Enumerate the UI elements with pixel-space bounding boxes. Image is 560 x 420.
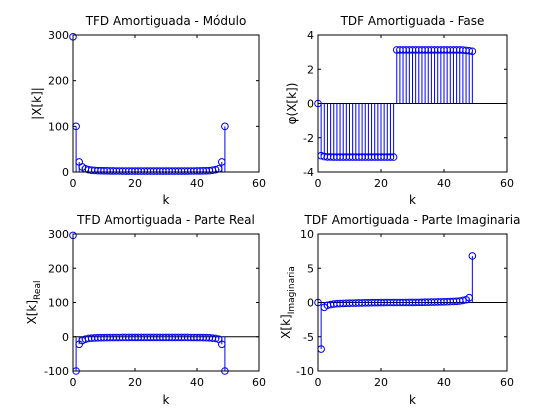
y-tick-label: 5: [307, 262, 314, 275]
y-tick-label: -100: [44, 365, 69, 378]
x-tick-label: 20: [128, 177, 142, 190]
x-tick-label: 0: [315, 376, 322, 389]
x-tick-label: 20: [128, 376, 142, 389]
y-axis-label: φ(X[k]): [285, 83, 299, 125]
stem-marker: [465, 46, 474, 55]
plot-area: [73, 35, 259, 172]
axes-frame: [317, 233, 508, 372]
chart-title: TDF Amortiguada - Parte Imaginaria: [303, 213, 520, 227]
x-axis-label: k: [163, 393, 170, 407]
y-tick-label: 300: [48, 228, 69, 241]
y-tick-label: 0: [62, 331, 69, 344]
y-tick-label: -4: [303, 166, 314, 179]
y-tick-label: 4: [307, 29, 314, 42]
x-tick-label: 60: [500, 177, 514, 190]
x-tick-label: 20: [374, 177, 388, 190]
y-axis-label: |X[k]|: [30, 87, 44, 120]
y-axis-label-main: X[k]: [279, 314, 293, 339]
y-axis-label-main: X[k]: [25, 300, 39, 325]
y-axis-label-subscript: Imaginaria: [287, 266, 297, 314]
y-tick-label: -2: [303, 132, 314, 145]
chart-title: TFD Amortiguada - Módulo: [85, 14, 247, 28]
stem-marker: [468, 252, 477, 260]
x-tick-label: 60: [252, 376, 266, 389]
x-tick-label: 40: [190, 177, 204, 190]
y-tick-label: 2: [307, 63, 314, 76]
x-tick-label: 40: [190, 376, 204, 389]
subplot-imaginary-part: 0 20 40 60 -10 -5 0 5 10 TDF Amortiguada - Parte…: [279, 213, 521, 407]
x-tick-label: 60: [252, 177, 266, 190]
stem-marker: [468, 47, 477, 56]
y-tick-label: -10: [296, 365, 314, 378]
y-tick-label: 200: [48, 262, 69, 275]
x-tick-label: 20: [374, 376, 388, 389]
x-axis-label: k: [409, 393, 416, 407]
y-tick-label: 300: [48, 29, 69, 42]
y-tick-label: 10: [300, 228, 314, 241]
stem-series: [314, 46, 477, 161]
y-tick-label: 200: [48, 75, 69, 88]
y-axis-label: X[k]Imaginaria: [279, 266, 297, 339]
axes-frame: [72, 233, 260, 372]
x-tick-label: 0: [70, 177, 77, 190]
x-axis-label: k: [163, 193, 170, 207]
stem-marker: [389, 153, 398, 161]
x-tick-label: 40: [437, 177, 451, 190]
x-tick-label: 40: [437, 376, 451, 389]
y-axis-label-subscript: Real: [33, 281, 43, 300]
y-tick-label: 0: [307, 98, 314, 111]
y-axis-label: X[k]Real: [25, 281, 43, 325]
plot-area: [73, 234, 259, 371]
chart-title: TFD Amortiguada - Parte Real: [76, 213, 255, 227]
y-tick-label: 100: [48, 120, 69, 133]
chart-title: TDF Amortiguada - Fase: [340, 14, 485, 28]
stem-series: [314, 252, 477, 353]
x-axis-label: k: [409, 193, 416, 207]
x-tick-label: 0: [70, 376, 77, 389]
stem-marker: [221, 122, 229, 131]
y-tick-label: -5: [303, 331, 314, 344]
x-tick-label: 0: [315, 177, 322, 190]
y-tick-label: 0: [62, 166, 69, 179]
x-tick-label: 60: [500, 376, 514, 389]
axes-frame: [317, 34, 508, 173]
axes-frame: [72, 34, 260, 173]
subplot-magnitude: 0 20 40 60 0 100 200 300 TFD Amortiguada - Módu…: [30, 14, 266, 207]
y-tick-label: 0: [307, 297, 314, 310]
y-tick-label: 100: [48, 297, 69, 310]
